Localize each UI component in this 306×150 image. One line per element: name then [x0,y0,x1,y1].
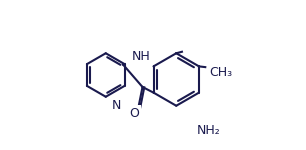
Text: N: N [112,99,121,112]
Text: O: O [129,107,139,120]
Text: CH₃: CH₃ [209,66,232,79]
Text: NH₂: NH₂ [196,124,220,137]
Text: NH: NH [131,50,150,63]
